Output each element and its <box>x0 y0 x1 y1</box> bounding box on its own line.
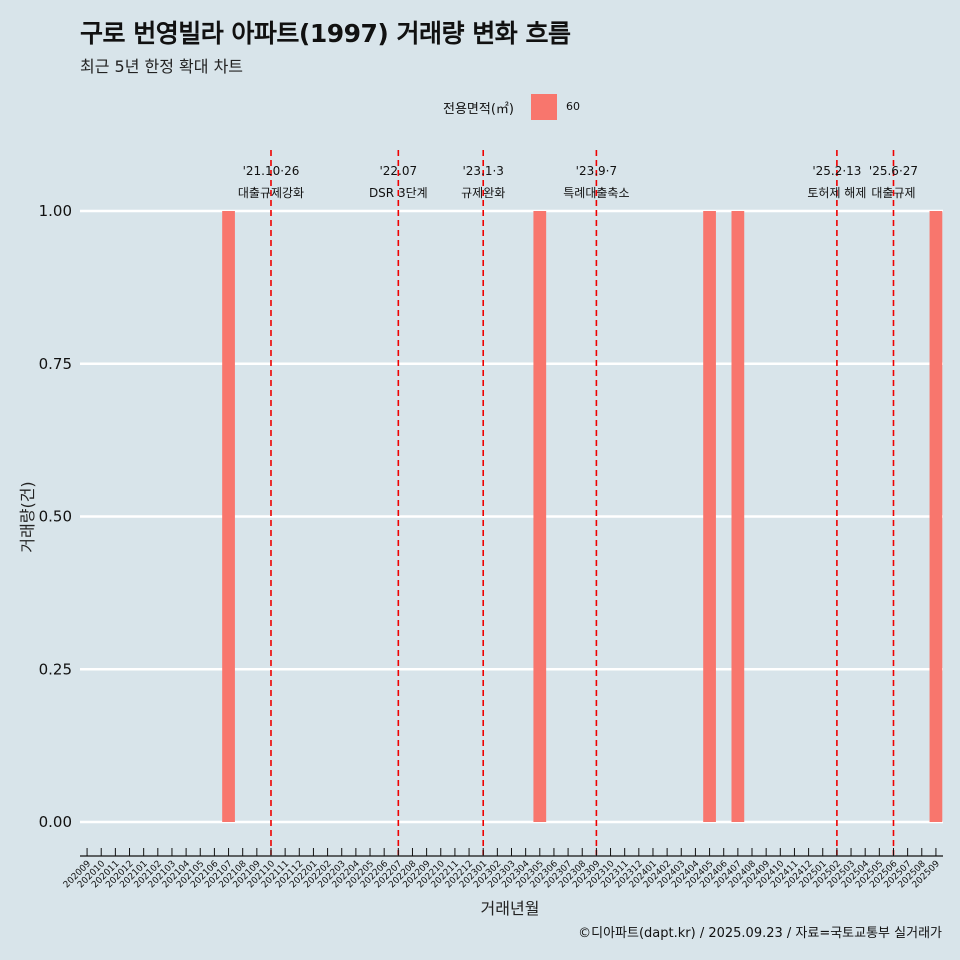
chart-subtitle: 최근 5년 한정 확대 차트 <box>80 57 244 76</box>
annotation-date: '21.10·26 <box>243 164 300 178</box>
legend-title: 전용면적(㎡) <box>443 102 514 117</box>
annotation-label: 토허제 해제 <box>807 186 866 200</box>
annotation-date: '23.9·7 <box>576 164 617 178</box>
y-tick-label: 1.00 <box>39 202 72 220</box>
annotation-label: 규제완화 <box>461 186 505 200</box>
legend-label: 60 <box>566 100 580 113</box>
bar <box>929 211 943 822</box>
annotation-date: '23.1·3 <box>462 164 503 178</box>
annotation-label: DSR 3단계 <box>369 186 428 200</box>
annotation-date: '25.2·13 <box>812 164 861 178</box>
bar <box>731 211 745 822</box>
bar <box>533 211 547 822</box>
x-axis-title: 거래년월 <box>481 899 540 918</box>
y-tick-label: 0.00 <box>39 813 72 831</box>
annotation-date: '25.6·27 <box>869 164 918 178</box>
legend-swatch <box>531 94 557 120</box>
gridlines <box>80 209 943 824</box>
y-axis-title: 거래량(건) <box>18 481 37 552</box>
chart-title: 구로 번영빌라 아파트(1997) 거래량 변화 흐름 <box>80 19 571 48</box>
annotation-label: 대출규제강화 <box>238 186 304 200</box>
annotation-label: 대출규제 <box>871 186 915 200</box>
bar <box>222 211 235 822</box>
y-axis-ticks: 0.00 0.25 0.50 0.75 1.00 <box>39 202 72 831</box>
annotations: '21.10·26 대출규제강화 '22.07 DSR 3단계 '23.1·3 규제완화 '… <box>238 150 918 855</box>
bar <box>703 211 716 822</box>
x-axis: 2020092020102020112020122021012021022021… <box>62 848 943 890</box>
caption: ©디아파트(dapt.kr) / 2025.09.23 / 자료=국토교통부 실… <box>578 926 942 941</box>
bars <box>222 211 943 822</box>
y-tick-label: 0.25 <box>39 660 72 678</box>
y-tick-label: 0.50 <box>39 508 72 526</box>
y-tick-label: 0.75 <box>39 355 72 373</box>
annotation-date: '22.07 <box>379 164 417 178</box>
annotation-label: 특례대출축소 <box>563 186 629 200</box>
